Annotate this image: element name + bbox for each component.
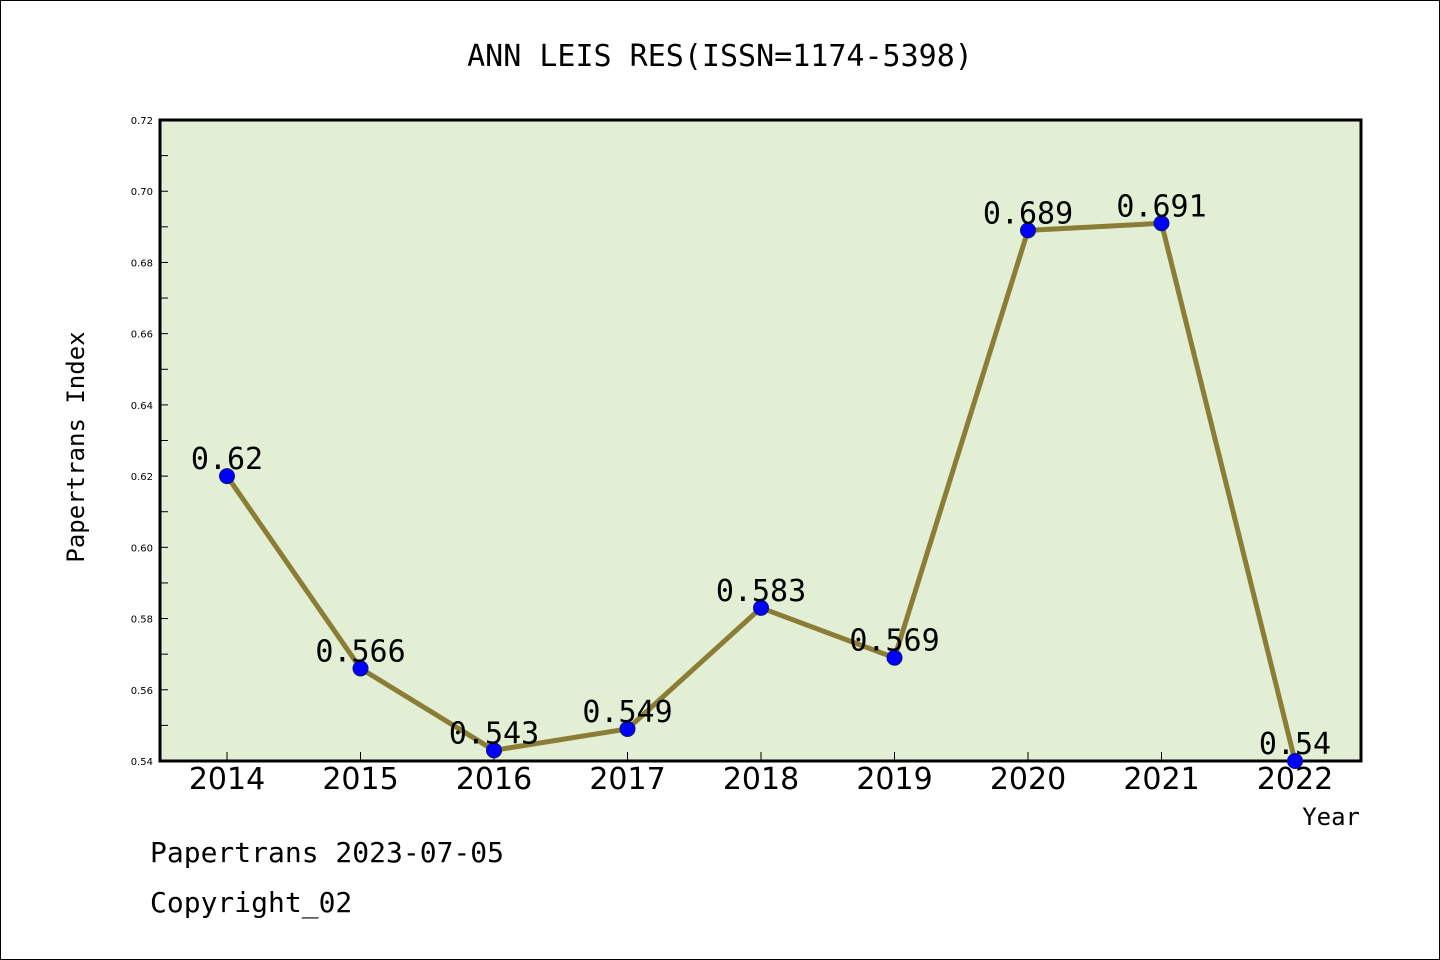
data-point xyxy=(219,468,235,485)
x-tick-label: 2014 xyxy=(189,762,265,797)
data-label: 0.583 xyxy=(716,574,806,609)
footer-date-line: Papertrans 2023-07-05 xyxy=(150,836,505,869)
y-tick-label: 0.62 xyxy=(131,472,153,483)
data-point xyxy=(886,649,903,666)
x-tick-label: 2018 xyxy=(723,762,799,797)
y-tick-label: 0.70 xyxy=(131,187,153,198)
data-label: 0.543 xyxy=(449,716,539,751)
y-tick-label: 0.64 xyxy=(131,401,153,412)
data-label: 0.566 xyxy=(315,634,405,669)
data-point xyxy=(1020,222,1036,239)
data-label: 0.691 xyxy=(1116,189,1206,224)
x-tick-label: 2021 xyxy=(1123,762,1199,797)
data-point xyxy=(1287,753,1303,769)
y-tick-label: 0.56 xyxy=(131,686,153,697)
data-label: 0.569 xyxy=(849,624,939,659)
x-axis-label: Year xyxy=(1302,803,1360,831)
data-label: 0.62 xyxy=(191,442,263,477)
y-tick-label: 0.54 xyxy=(131,757,153,768)
data-point xyxy=(619,720,636,737)
data-point xyxy=(486,742,502,759)
chart-title: ANN LEIS RES(ISSN=1174-5398) xyxy=(467,39,973,74)
x-tick-label: 2015 xyxy=(322,762,398,797)
x-axis: 2014 2015 2016 2017 2018 2019 2020 2021 2022 xyxy=(189,752,1333,797)
x-tick-label: 2017 xyxy=(589,762,665,797)
data-label: 0.54 xyxy=(1259,727,1331,762)
data-point xyxy=(352,660,369,677)
y-tick-label: 0.66 xyxy=(131,330,153,341)
data-point xyxy=(753,599,769,616)
x-tick-label: 2016 xyxy=(456,762,532,797)
x-tick-label: 2020 xyxy=(990,762,1066,797)
data-point xyxy=(1153,215,1170,232)
y-tick-label: 0.68 xyxy=(131,258,153,269)
y-tick-label: 0.72 xyxy=(131,116,153,127)
x-tick-label: 2019 xyxy=(856,762,932,797)
data-label: 0.549 xyxy=(582,695,672,730)
y-tick-label: 0.58 xyxy=(131,615,153,626)
y-axis-label: Papertrans Index xyxy=(62,331,90,562)
data-label: 0.689 xyxy=(983,196,1073,231)
y-tick-label: 0.60 xyxy=(131,543,153,554)
footer-copyright-line: Copyright_02 xyxy=(150,886,353,919)
y-axis: 0.54 0.56 0.58 0.60 0.62 0.64 0.66 0.68 0.70 0.72 xyxy=(131,116,168,768)
series-layer: 0.62 0.566 0.543 0.549 0.583 0.569 0.689 0.691 0… xyxy=(191,189,1331,769)
